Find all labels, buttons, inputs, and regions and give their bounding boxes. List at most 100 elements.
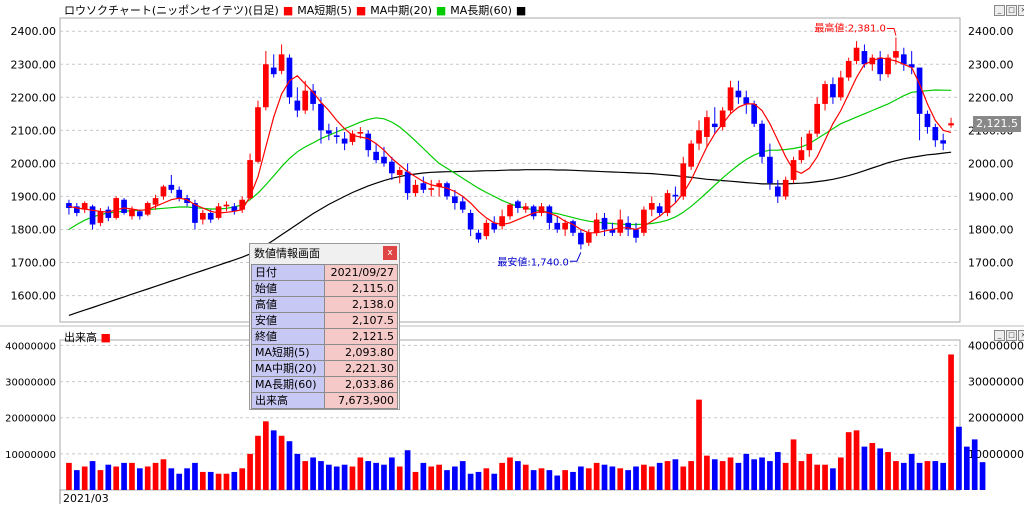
volume-bar (625, 470, 631, 490)
candle-body (341, 138, 348, 144)
volume-bar (885, 452, 891, 490)
candle-body (885, 57, 891, 75)
volume-bar (609, 466, 616, 490)
candle-body (932, 127, 939, 141)
volume-bar (121, 462, 127, 490)
volume-tick-label-right: 30000000 (968, 376, 1024, 389)
volume-bar (743, 453, 750, 490)
pane-minimize-button[interactable]: _ (994, 5, 1005, 16)
candle-body (641, 209, 647, 233)
candle-body (136, 211, 143, 217)
volume-bar (428, 466, 435, 490)
volume-bar (499, 462, 505, 490)
candle-body (81, 203, 88, 210)
price-tick-label-right: 2200.00 (968, 91, 1014, 104)
volume-bar (475, 471, 482, 490)
pane-restore-button[interactable]: □ (1006, 5, 1017, 16)
value-info-key: MA短期(5) (251, 344, 325, 361)
candle-body (152, 198, 159, 205)
candle-body (333, 135, 340, 137)
volume-bar (467, 473, 474, 490)
value-info-key: MA長期(60) (251, 376, 325, 393)
volume-pane-restore-button[interactable]: □ (1006, 330, 1017, 341)
price-tick-label-right: 1900.00 (968, 190, 1014, 203)
volume-bar (294, 453, 301, 490)
volume-bar (136, 468, 143, 490)
volume-bar (932, 461, 939, 490)
volume-bar (444, 470, 450, 490)
volume-bar (326, 464, 332, 490)
candle-body (853, 47, 860, 61)
price-tick-label-right: 1700.00 (968, 257, 1014, 270)
volume-bar (924, 461, 931, 490)
value-info-value: 2,093.80 (324, 344, 398, 361)
volume-bar (971, 439, 978, 490)
volume-bar (184, 468, 190, 490)
candle-body (270, 67, 277, 75)
candle-body (585, 232, 592, 243)
candle-body (609, 229, 616, 233)
candle-body (121, 199, 127, 213)
value-info-row: MA短期(5) 2,093.80 (251, 344, 398, 361)
candle-body (578, 232, 584, 245)
candle-body (420, 183, 427, 190)
candle-body (452, 196, 458, 204)
ma-short-legend-marker: ■ (282, 4, 294, 17)
volume-bar (81, 466, 88, 490)
volume-bar (814, 464, 821, 490)
volume-bar (357, 457, 364, 490)
candle-body (373, 151, 379, 161)
price-tick-label-right: 2400.00 (968, 25, 1014, 38)
volume-pane-close-button[interactable]: × (1018, 330, 1024, 341)
volume-bar (680, 466, 687, 490)
volume-bar (66, 462, 72, 490)
candle-body (255, 107, 261, 162)
price-pane-header: ロウソクチャート(ニッポンセイテツ)(日足) ■ MA短期(5) ■ MA中期(20) ■… (64, 4, 530, 18)
price-tick-label-right: 2000.00 (968, 157, 1014, 170)
volume-bar (459, 461, 466, 490)
candle-body (570, 221, 576, 233)
value-info-row: 始値 2,115.0 (251, 280, 398, 297)
volume-bar (948, 354, 954, 490)
volume-bar (365, 461, 372, 490)
value-info-key: 安値 (251, 312, 325, 329)
candle-body (310, 90, 316, 104)
volume-bar (869, 443, 876, 490)
value-info-value: 2021/09/27 (324, 264, 398, 281)
value-info-table: 日付 2021/09/27 始値 2,115.0 高値 2,138.0 安値 2,107.5 終… (251, 264, 398, 409)
price-tick-label-left: 1900.00 (11, 190, 57, 203)
volume-bar (168, 468, 175, 490)
value-info-row: MA中期(20) 2,221.30 (251, 360, 398, 377)
volume-bar (522, 464, 529, 490)
candle-body (948, 123, 954, 126)
volume-bar (664, 461, 671, 490)
volume-bar (105, 464, 112, 490)
candle-body (207, 212, 214, 220)
volume-bar (538, 468, 545, 490)
candle-body (845, 60, 852, 78)
candle-body (294, 100, 301, 111)
volume-bar (381, 464, 387, 490)
volume-bar (515, 461, 521, 490)
candle-body (522, 206, 529, 210)
volume-bar (491, 473, 498, 490)
candle-body (672, 194, 679, 197)
candle-body (168, 184, 175, 190)
volume-bar (853, 430, 860, 490)
volume-bar (648, 466, 655, 490)
value-info-window[interactable]: 数値情報画面 x 日付 2021/09/27 始値 2,115.0 高値 2,138.0 安… (249, 243, 400, 410)
high-annotation: 最高値:2,381.0 (814, 21, 886, 34)
volume-bar (735, 462, 742, 490)
volume-bar (837, 457, 844, 490)
volume-bar (782, 462, 789, 490)
volume-bar (656, 462, 663, 490)
candle-body (199, 212, 206, 220)
value-info-close-button[interactable]: x (383, 246, 397, 260)
volume-pane-minimize-button[interactable]: _ (994, 330, 1005, 341)
candle-body (908, 64, 915, 68)
pane-close-button[interactable]: × (1018, 5, 1024, 16)
value-info-row: MA長期(60) 2,033.86 (251, 376, 398, 393)
candle-body (625, 222, 631, 230)
candle-body (192, 203, 198, 223)
